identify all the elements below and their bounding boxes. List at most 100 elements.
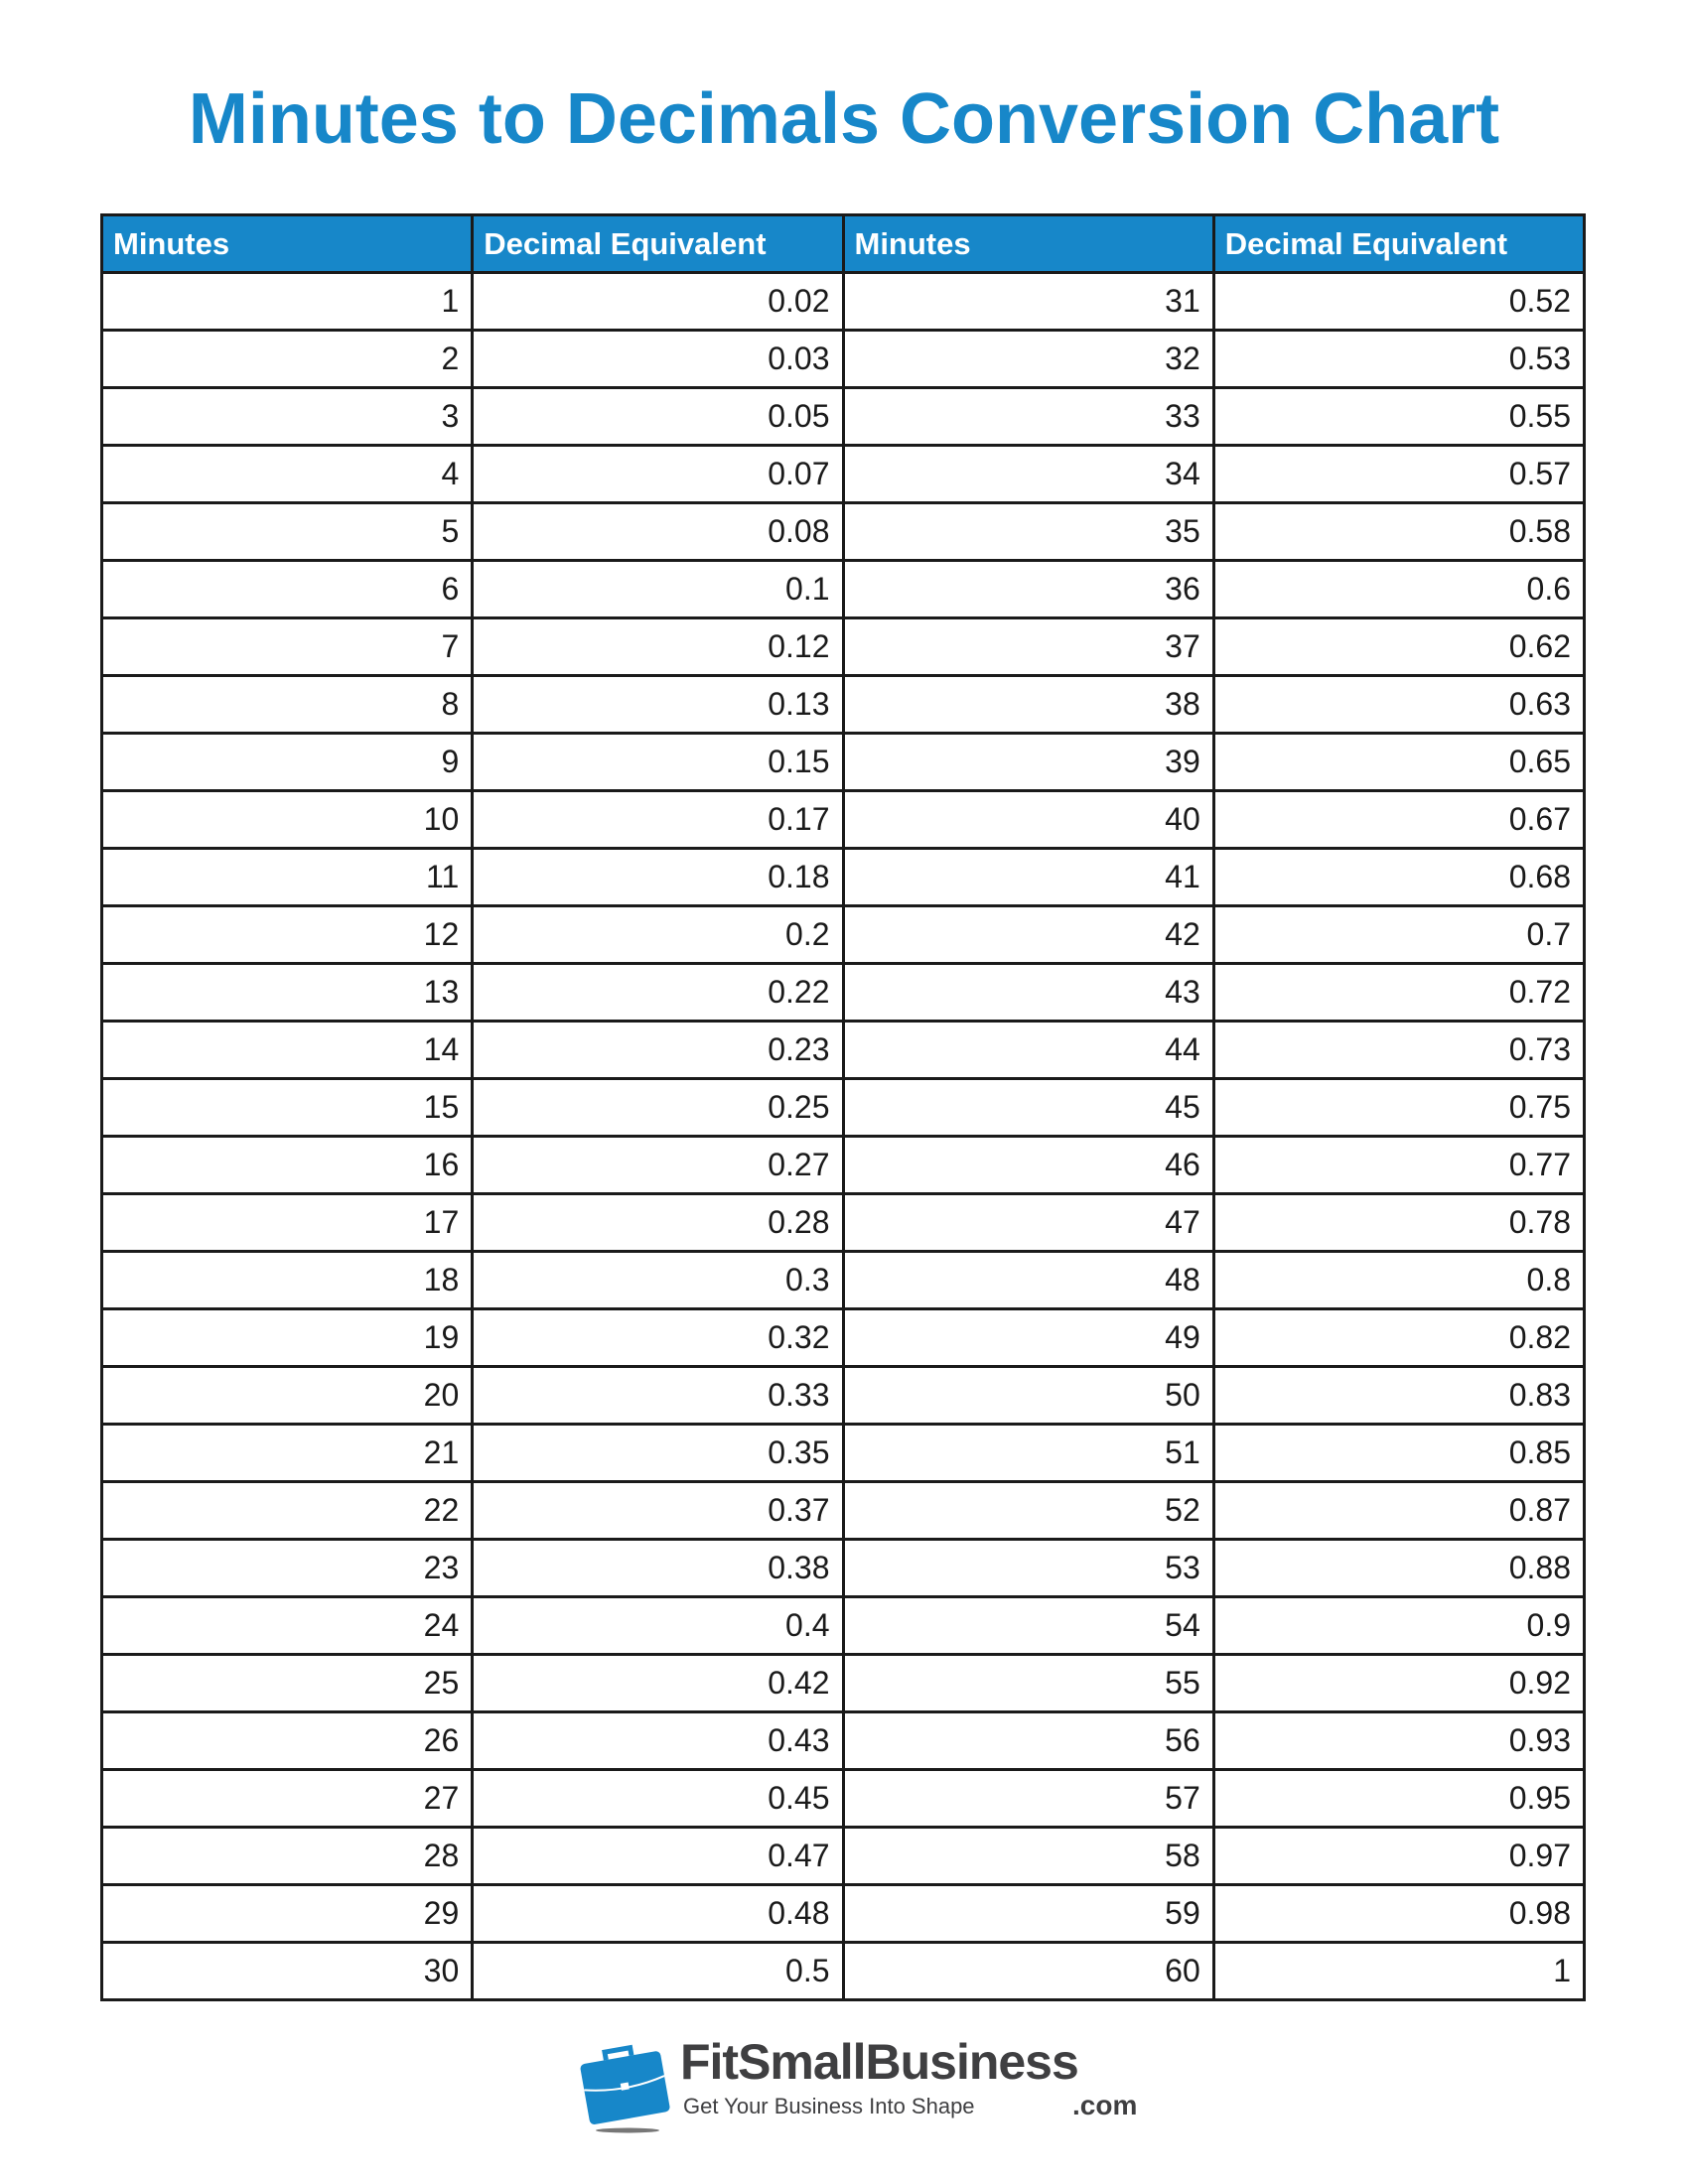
minutes-cell: 58 [841,1826,1215,1886]
decimal-cell: 0.07 [471,444,845,504]
table-row: 7 0.12 37 0.62 [99,616,1587,677]
decimal-cell: 0.35 [471,1423,845,1483]
decimal-cell: 0.77 [1211,1135,1587,1195]
minutes-cell: 1 [99,271,475,332]
decimal-cell: 0.68 [1211,847,1587,907]
minutes-cell: 14 [99,1020,475,1080]
minutes-cell: 21 [99,1423,475,1483]
decimal-cell: 0.03 [471,329,845,389]
minutes-cell: 53 [841,1538,1215,1598]
table-row: 23 0.38 53 0.88 [99,1538,1587,1598]
minutes-cell: 52 [841,1480,1215,1541]
minutes-cell: 34 [841,444,1215,504]
decimal-cell: 0.55 [1211,386,1587,447]
decimal-cell: 0.88 [1211,1538,1587,1598]
table-row: 12 0.2 42 0.7 [99,904,1587,965]
table-row: 19 0.32 49 0.82 [99,1307,1587,1368]
header-decimal: Decimal Equivalent [1211,213,1587,274]
decimal-cell: 0.63 [1211,674,1587,735]
minutes-cell: 26 [99,1710,475,1771]
minutes-cell: 43 [841,962,1215,1023]
table-row: 3 0.05 33 0.55 [99,386,1587,447]
decimal-cell: 0.72 [1211,962,1587,1023]
decimal-cell: 0.13 [471,674,845,735]
conversion-table: Minutes Decimal Equivalent Minutes Decim… [99,213,1587,2001]
minutes-cell: 22 [99,1480,475,1541]
decimal-cell: 0.65 [1211,732,1587,792]
minutes-cell: 10 [99,789,475,850]
logo-suffix: .com [1072,2090,1138,2120]
decimal-cell: 0.3 [471,1250,845,1310]
decimal-cell: 0.4 [471,1595,845,1656]
minutes-cell: 11 [99,847,475,907]
minutes-cell: 35 [841,501,1215,562]
minutes-cell: 47 [841,1192,1215,1253]
logo-tagline: Get Your Business Into Shape [683,2094,975,2118]
table-row: 15 0.25 45 0.75 [99,1077,1587,1138]
header-decimal: Decimal Equivalent [471,213,845,274]
briefcase-icon [580,2044,670,2133]
minutes-cell: 8 [99,674,475,735]
minutes-cell: 39 [841,732,1215,792]
decimal-cell: 0.67 [1211,789,1587,850]
table-row: 14 0.23 44 0.73 [99,1020,1587,1080]
table-row: 10 0.17 40 0.67 [99,789,1587,850]
header-minutes: Minutes [841,213,1215,274]
decimal-cell: 0.42 [471,1653,845,1713]
table-row: 9 0.15 39 0.65 [99,732,1587,792]
minutes-cell: 19 [99,1307,475,1368]
minutes-cell: 12 [99,904,475,965]
table-row: 6 0.1 36 0.6 [99,559,1587,619]
decimal-cell: 0.58 [1211,501,1587,562]
minutes-cell: 5 [99,501,475,562]
minutes-cell: 46 [841,1135,1215,1195]
minutes-cell: 42 [841,904,1215,965]
minutes-cell: 33 [841,386,1215,447]
decimal-cell: 0.22 [471,962,845,1023]
minutes-cell: 17 [99,1192,475,1253]
page-title: Minutes to Decimals Conversion Chart [188,79,1500,159]
decimal-cell: 0.18 [471,847,845,907]
table-row: 25 0.42 55 0.92 [99,1653,1587,1713]
table-row: 8 0.13 38 0.63 [99,674,1587,735]
minutes-cell: 44 [841,1020,1215,1080]
table-row: 21 0.35 51 0.85 [99,1423,1587,1483]
table-row: 27 0.45 57 0.95 [99,1768,1587,1829]
minutes-cell: 27 [99,1768,475,1829]
decimal-cell: 0.5 [471,1941,845,2001]
minutes-cell: 41 [841,847,1215,907]
header-minutes: Minutes [99,213,475,274]
decimal-cell: 0.1 [471,559,845,619]
minutes-cell: 23 [99,1538,475,1598]
minutes-cell: 48 [841,1250,1215,1310]
table-row: 18 0.3 48 0.8 [99,1250,1587,1310]
decimal-cell: 0.62 [1211,616,1587,677]
decimal-cell: 0.25 [471,1077,845,1138]
decimal-cell: 0.27 [471,1135,845,1195]
decimal-cell: 0.08 [471,501,845,562]
minutes-cell: 54 [841,1595,1215,1656]
minutes-cell: 37 [841,616,1215,677]
decimal-cell: 0.97 [1211,1826,1587,1886]
decimal-cell: 0.85 [1211,1423,1587,1483]
decimal-cell: 0.48 [471,1883,845,1944]
decimal-cell: 0.37 [471,1480,845,1541]
table-row: 5 0.08 35 0.58 [99,501,1587,562]
decimal-cell: 0.02 [471,271,845,332]
decimal-cell: 1 [1211,1941,1587,2001]
minutes-cell: 40 [841,789,1215,850]
minutes-cell: 56 [841,1710,1215,1771]
minutes-cell: 31 [841,271,1215,332]
minutes-cell: 38 [841,674,1215,735]
decimal-cell: 0.8 [1211,1250,1587,1310]
decimal-cell: 0.53 [1211,329,1587,389]
minutes-cell: 3 [99,386,475,447]
table-row: 11 0.18 41 0.68 [99,847,1587,907]
logo-brand: FitSmallBusiness [680,2034,1079,2090]
decimal-cell: 0.45 [471,1768,845,1829]
minutes-cell: 4 [99,444,475,504]
decimal-cell: 0.6 [1211,559,1587,619]
minutes-cell: 29 [99,1883,475,1944]
minutes-cell: 60 [841,1941,1215,2001]
minutes-cell: 55 [841,1653,1215,1713]
